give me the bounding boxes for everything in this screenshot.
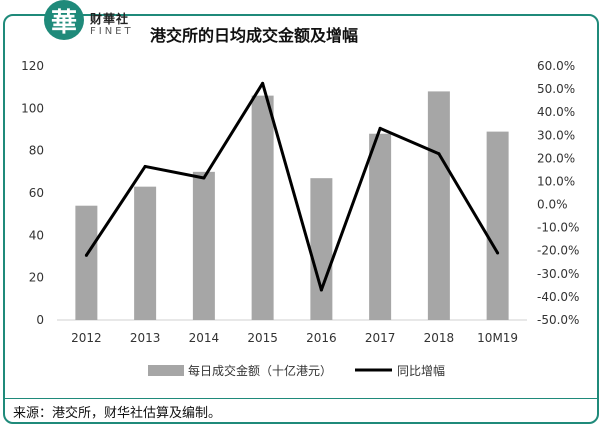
legend-line-label: 同比增幅 xyxy=(397,363,445,378)
right-axis-tick-label: 50.0% xyxy=(537,82,575,96)
bar xyxy=(310,178,333,320)
bar xyxy=(369,133,392,320)
right-axis-tick-label: -20.0% xyxy=(537,244,579,258)
bar xyxy=(427,91,450,321)
bar xyxy=(192,171,215,320)
source-note: 来源：港交所，财华社估算及编制。 xyxy=(3,398,599,424)
line-point xyxy=(261,81,265,85)
bar xyxy=(134,186,157,320)
x-axis-tick-label: 2014 xyxy=(189,331,220,345)
line-point xyxy=(319,288,323,292)
line-point xyxy=(143,164,147,168)
brand-name-cn: 财華社 xyxy=(90,12,130,26)
x-axis-tick-label: 2015 xyxy=(247,331,278,345)
line-point xyxy=(202,176,206,180)
x-axis-tick-label: 2017 xyxy=(365,331,396,345)
chart-frame xyxy=(3,14,599,424)
bar xyxy=(75,205,98,320)
x-axis-tick-label: 2016 xyxy=(306,331,337,345)
legend-bar-swatch xyxy=(148,365,184,376)
logo-icon: 華 xyxy=(44,0,84,40)
right-axis-tick-label: 20.0% xyxy=(537,151,575,165)
right-axis-tick-label: -10.0% xyxy=(537,221,579,235)
left-axis-tick-label: 80 xyxy=(29,144,44,158)
right-axis-tick-label: 60.0% xyxy=(537,59,575,73)
x-axis-tick-label: 2012 xyxy=(71,331,102,345)
left-axis-tick-label: 120 xyxy=(21,59,44,73)
line-point xyxy=(378,126,382,130)
x-axis-tick-label: 2018 xyxy=(424,331,455,345)
line-point xyxy=(496,251,500,255)
bar xyxy=(251,95,274,320)
brand-name-en: FINET xyxy=(90,26,134,37)
left-axis-tick-label: 100 xyxy=(21,101,44,115)
right-axis-tick-label: 40.0% xyxy=(537,105,575,119)
right-axis-tick-label: -40.0% xyxy=(537,290,579,304)
right-axis-tick-label: -30.0% xyxy=(537,267,579,281)
x-axis-tick-label: 2013 xyxy=(130,331,161,345)
right-axis-tick-label: 10.0% xyxy=(537,174,575,188)
legend-bar-label: 每日成交金额（十亿港元） xyxy=(188,363,332,378)
bar xyxy=(486,131,509,320)
left-axis-tick-label: 40 xyxy=(29,228,44,242)
left-axis-tick-label: 20 xyxy=(29,271,44,285)
right-axis-tick-label: -50.0% xyxy=(537,313,579,327)
left-axis-tick-label: 60 xyxy=(29,186,44,200)
line-point xyxy=(437,152,441,156)
right-axis-tick-label: 30.0% xyxy=(537,128,575,142)
line-point xyxy=(84,253,88,257)
left-axis-tick-label: 0 xyxy=(36,313,44,327)
x-axis-tick-label: 10M19 xyxy=(477,331,518,345)
right-axis-tick-label: 0.0% xyxy=(537,198,568,212)
growth-line xyxy=(85,81,499,292)
chart-title: 港交所的日均成交金额及增幅 xyxy=(150,26,359,45)
